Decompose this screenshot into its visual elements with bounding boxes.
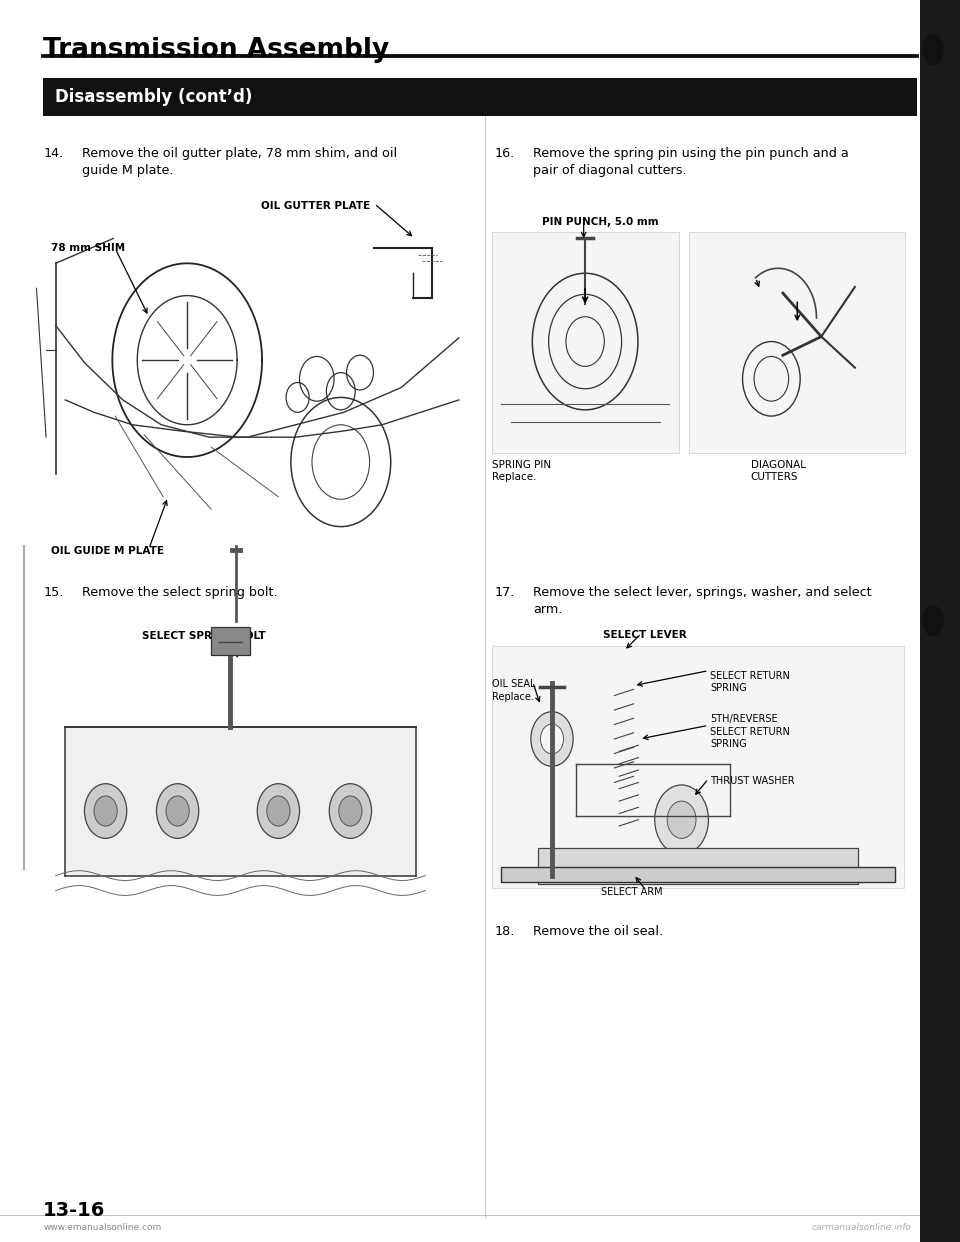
Circle shape bbox=[329, 784, 372, 838]
Ellipse shape bbox=[923, 34, 944, 66]
Text: SELECT RETURN
SPRING: SELECT RETURN SPRING bbox=[710, 671, 790, 693]
Text: Remove the select lever, springs, washer, and select
arm.: Remove the select lever, springs, washer… bbox=[533, 586, 872, 616]
Text: Remove the select spring bolt.: Remove the select spring bolt. bbox=[82, 586, 277, 599]
Circle shape bbox=[267, 796, 290, 826]
Text: OIL GUIDE M PLATE: OIL GUIDE M PLATE bbox=[51, 546, 164, 556]
Text: SELECT SPRING BOLT: SELECT SPRING BOLT bbox=[142, 631, 266, 641]
Text: Transmission Assembly: Transmission Assembly bbox=[43, 37, 390, 63]
Text: DIAGONAL
CUTTERS: DIAGONAL CUTTERS bbox=[751, 460, 805, 482]
Text: PIN PUNCH, 5.0 mm: PIN PUNCH, 5.0 mm bbox=[542, 217, 659, 227]
Text: SPRING PIN
Replace.: SPRING PIN Replace. bbox=[492, 460, 552, 482]
Text: 16.: 16. bbox=[494, 147, 515, 159]
Circle shape bbox=[655, 785, 708, 854]
Text: Remove the oil gutter plate, 78 mm shim, and oil
guide M plate.: Remove the oil gutter plate, 78 mm shim,… bbox=[82, 147, 396, 176]
Circle shape bbox=[540, 724, 564, 754]
Text: carmanualsonline.info: carmanualsonline.info bbox=[812, 1223, 912, 1232]
Text: 14.: 14. bbox=[43, 147, 63, 159]
Text: Disassembly (cont’d): Disassembly (cont’d) bbox=[55, 88, 252, 106]
Text: SELECT ARM: SELECT ARM bbox=[601, 887, 662, 897]
Text: OIL GUTTER PLATE: OIL GUTTER PLATE bbox=[261, 201, 371, 211]
FancyBboxPatch shape bbox=[920, 0, 960, 1242]
Text: 5TH/REVERSE
SELECT RETURN
SPRING: 5TH/REVERSE SELECT RETURN SPRING bbox=[710, 714, 790, 749]
Text: www.emanualsonline.com: www.emanualsonline.com bbox=[43, 1223, 161, 1232]
Text: 15.: 15. bbox=[43, 586, 63, 599]
Text: SELECT LEVER: SELECT LEVER bbox=[603, 630, 686, 640]
FancyBboxPatch shape bbox=[689, 232, 905, 453]
FancyBboxPatch shape bbox=[501, 867, 895, 882]
Circle shape bbox=[84, 784, 127, 838]
Circle shape bbox=[257, 784, 300, 838]
Text: Remove the oil seal.: Remove the oil seal. bbox=[533, 925, 663, 938]
Text: 78 mm SHIM: 78 mm SHIM bbox=[51, 243, 125, 253]
FancyBboxPatch shape bbox=[65, 727, 416, 876]
Text: OIL SEAL
Replace.: OIL SEAL Replace. bbox=[492, 679, 536, 702]
FancyBboxPatch shape bbox=[43, 78, 917, 116]
FancyBboxPatch shape bbox=[538, 848, 858, 884]
Circle shape bbox=[156, 784, 199, 838]
Circle shape bbox=[339, 796, 362, 826]
Text: 17.: 17. bbox=[494, 586, 515, 599]
Circle shape bbox=[531, 712, 573, 766]
Text: 13-16: 13-16 bbox=[43, 1201, 106, 1220]
Circle shape bbox=[166, 796, 189, 826]
Ellipse shape bbox=[923, 605, 944, 636]
FancyBboxPatch shape bbox=[492, 646, 904, 888]
Text: Remove the spring pin using the pin punch and a
pair of diagonal cutters.: Remove the spring pin using the pin punc… bbox=[533, 147, 849, 176]
Circle shape bbox=[94, 796, 117, 826]
Text: 18.: 18. bbox=[494, 925, 515, 938]
FancyBboxPatch shape bbox=[492, 232, 679, 453]
Text: THRUST WASHER: THRUST WASHER bbox=[710, 776, 795, 786]
Circle shape bbox=[667, 801, 696, 838]
FancyBboxPatch shape bbox=[211, 627, 250, 655]
